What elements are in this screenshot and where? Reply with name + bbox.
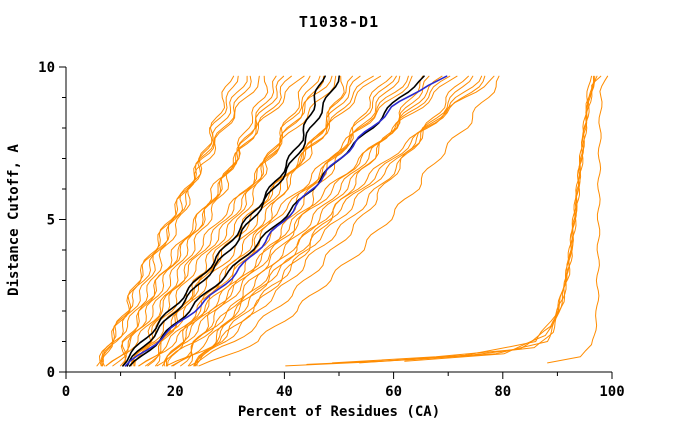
model-curve bbox=[180, 75, 451, 367]
model-curve bbox=[193, 75, 483, 367]
highlight-curve-black bbox=[126, 75, 340, 367]
x-tick-label: 60 bbox=[385, 384, 402, 400]
model-curve bbox=[96, 75, 235, 367]
x-axis-label: Percent of Residues (CA) bbox=[238, 404, 440, 420]
model-curve bbox=[198, 75, 500, 367]
model-curve bbox=[120, 75, 305, 367]
model-curve bbox=[196, 75, 486, 367]
outlier-model-curve bbox=[404, 75, 602, 362]
outlier-model-curve bbox=[306, 75, 595, 365]
model-curve bbox=[134, 75, 337, 367]
model-curve bbox=[131, 75, 333, 367]
model-curve bbox=[162, 75, 397, 367]
model-curve bbox=[119, 75, 292, 367]
model-curve bbox=[101, 75, 260, 367]
y-tick-label: 5 bbox=[47, 213, 55, 229]
model-curve bbox=[112, 75, 285, 367]
y-tick-label: 10 bbox=[38, 60, 55, 76]
model-curve bbox=[101, 75, 252, 367]
model-curve bbox=[156, 75, 393, 367]
model-curve bbox=[133, 75, 324, 367]
model-curve bbox=[187, 75, 458, 367]
model-curve bbox=[163, 75, 409, 367]
model-curve bbox=[105, 75, 277, 367]
y-axis-label: Distance Cutoff, A bbox=[6, 144, 22, 296]
outlier-model-curve bbox=[547, 75, 609, 364]
model-curve bbox=[155, 75, 381, 367]
x-tick-label: 20 bbox=[167, 384, 184, 400]
model-curve bbox=[194, 75, 495, 367]
outlier-model-curve bbox=[359, 75, 598, 364]
model-curve bbox=[129, 75, 311, 367]
model-curve bbox=[105, 75, 269, 367]
x-tick-label: 40 bbox=[276, 384, 293, 400]
x-tick-label: 80 bbox=[494, 384, 511, 400]
model-curve bbox=[189, 75, 469, 367]
model-curve bbox=[172, 75, 443, 367]
outlier-model-curve bbox=[285, 75, 592, 367]
y-tick-label: 0 bbox=[47, 365, 55, 381]
chart-title: T1038-D1 bbox=[299, 13, 379, 31]
model-curve bbox=[99, 75, 248, 367]
x-tick-label: 0 bbox=[62, 384, 70, 400]
highlight-curve-black bbox=[122, 75, 326, 367]
model-curve bbox=[194, 75, 474, 367]
model-curve bbox=[167, 75, 413, 367]
highlight-curve-black bbox=[128, 75, 425, 367]
model-curve bbox=[138, 75, 353, 367]
highlight-curve-blue bbox=[124, 75, 448, 367]
x-tick-label: 100 bbox=[599, 384, 624, 400]
